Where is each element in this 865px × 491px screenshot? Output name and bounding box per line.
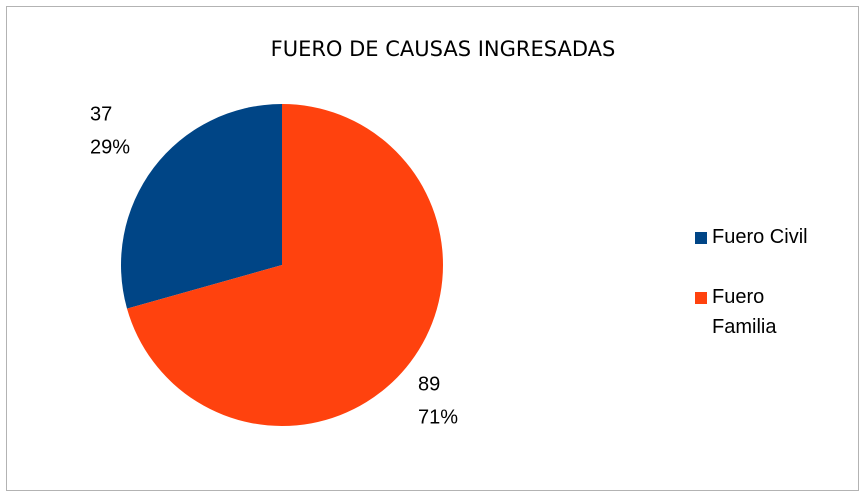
chart-title: FUERO DE CAUSAS INGRESADAS	[271, 37, 616, 61]
data-label: 37	[90, 103, 112, 125]
legend-swatch	[695, 232, 707, 244]
data-label: 89	[418, 373, 440, 395]
legend-label: Fuero Familia	[712, 286, 777, 338]
legend-swatch	[695, 292, 707, 304]
percent-label: 29%	[90, 136, 130, 158]
pie-slice	[127, 104, 443, 426]
pie-slice	[120, 104, 283, 309]
percent-label: 71%	[418, 406, 458, 428]
legend-label: Fuero Civil	[712, 226, 808, 248]
